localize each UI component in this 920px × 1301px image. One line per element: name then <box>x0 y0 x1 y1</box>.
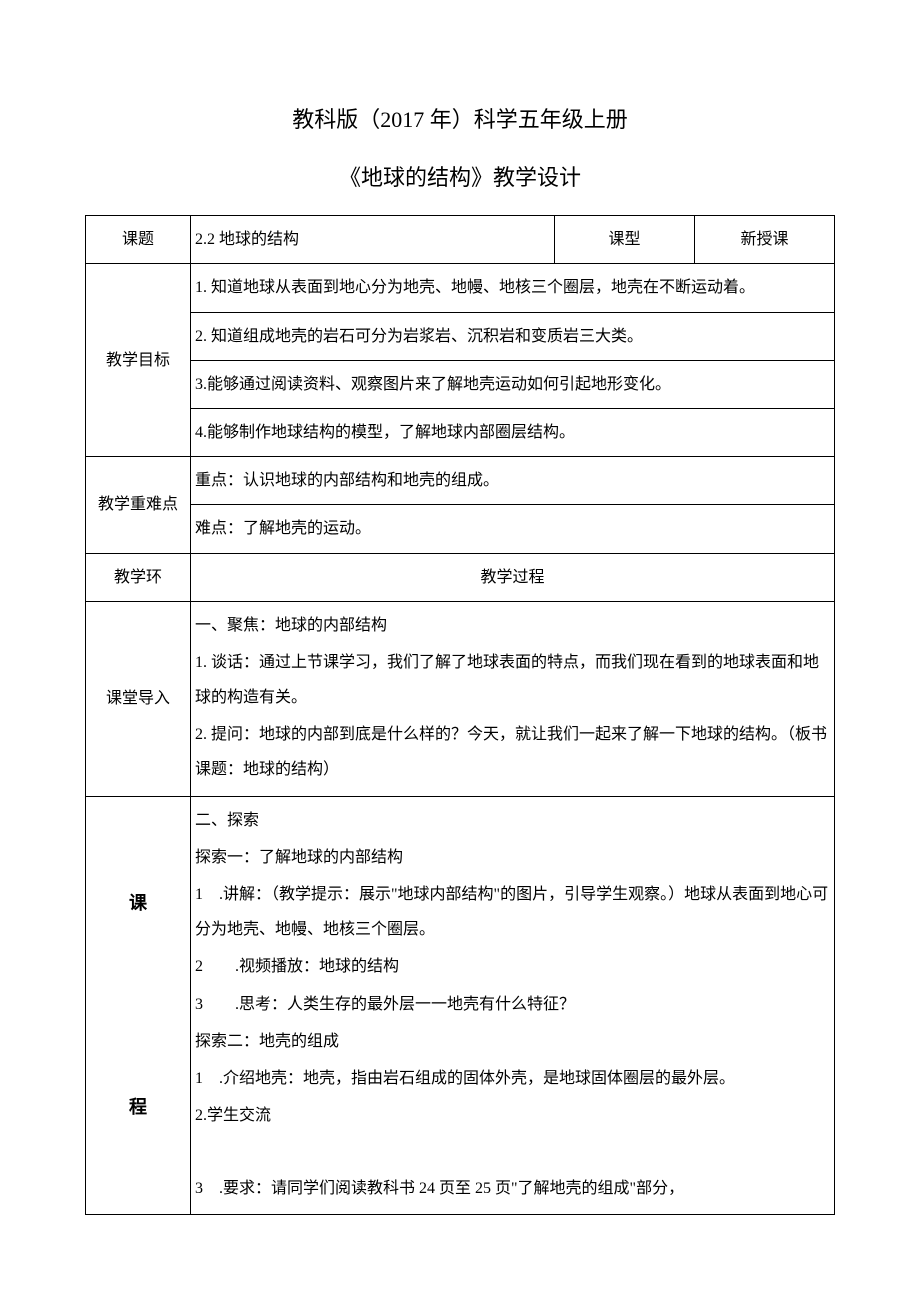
document-title-sub: 《地球的结构》教学设计 <box>85 158 835 198</box>
table-row: 课题 2.2 地球的结构 课型 新授课 <box>86 216 835 264</box>
keypoint-important: 重点：认识地球的内部结构和地壳的组成。 <box>191 457 835 505</box>
explore-item: 1 .讲解：（教学提示：展示"地球内部结构"的图片，引导学生观察。）地球从表面到… <box>195 877 830 947</box>
objective-item: 3.能够通过阅读资料、观察图片来了解地壳运动如何引起地形变化。 <box>191 360 835 408</box>
objective-item: 2. 知道组成地壳的岩石可分为岩浆岩、沉积岩和变质岩三大类。 <box>191 312 835 360</box>
table-row: 教学环 教学过程 <box>86 553 835 601</box>
explore-item: 3 .要求：请同学们阅读教科书 24 页至 25 页"了解地壳的组成"部分， <box>195 1171 830 1206</box>
table-row: 3.能够通过阅读资料、观察图片来了解地壳运动如何引起地形变化。 <box>86 360 835 408</box>
segment-label: 教学环 <box>86 553 191 601</box>
explore-content: 二、探索 探索一：了解地球的内部结构 1 .讲解：（教学提示：展示"地球内部结构… <box>191 796 835 1214</box>
course-type-label: 课型 <box>555 216 695 264</box>
objective-item: 1. 知道地球从表面到地心分为地壳、地幔、地核三个圈层，地壳在不断运动着。 <box>191 264 835 312</box>
lesson-plan-table: 课题 2.2 地球的结构 课型 新授课 教学目标 1. 知道地球从表面到地心分为… <box>85 215 835 1215</box>
table-row: 教学重难点 重点：认识地球的内部结构和地壳的组成。 <box>86 457 835 505</box>
explore-item: 2.学生交流 <box>195 1098 830 1133</box>
topic-value: 2.2 地球的结构 <box>191 216 555 264</box>
objectives-label: 教学目标 <box>86 264 191 457</box>
table-row: 2. 知道组成地壳的岩石可分为岩浆岩、沉积岩和变质岩三大类。 <box>86 312 835 360</box>
lesson-label-cheng: 程 <box>90 1076 186 1139</box>
explore-item: 1 .介绍地壳：地壳，指由岩石组成的固体外壳，是地球固体圈层的最外层。 <box>195 1061 830 1096</box>
objective-item: 4.能够制作地球结构的模型，了解地球内部圈层结构。 <box>191 408 835 456</box>
course-type-value: 新授课 <box>695 216 835 264</box>
keypoint-difficult: 难点：了解地壳的运动。 <box>191 505 835 553</box>
table-row: 4.能够制作地球结构的模型，了解地球内部圈层结构。 <box>86 408 835 456</box>
topic-label: 课题 <box>86 216 191 264</box>
explore-heading: 二、探索 <box>195 803 830 838</box>
document-title-main: 教科版（2017 年）科学五年级上册 <box>85 100 835 140</box>
explore-item: 2 .视频播放：地球的结构 <box>195 949 830 984</box>
explore-item: 3 .思考：人类生存的最外层一一地壳有什么特征？ <box>195 987 830 1022</box>
table-row: 难点：了解地壳的运动。 <box>86 505 835 553</box>
intro-line: 2. 提问：地球的内部到底是什么样的？今天，就让我们一起来了解一下地球的结构。（… <box>195 717 830 787</box>
intro-content: 一、聚焦：地球的内部结构 1. 谈话：通过上节课学习，我们了解了地球表面的特点，… <box>191 601 835 796</box>
lesson-label: 课 程 <box>86 796 191 1214</box>
explore-sub-heading: 探索二：地壳的组成 <box>195 1024 830 1059</box>
table-row: 课堂导入 一、聚焦：地球的内部结构 1. 谈话：通过上节课学习，我们了解了地球表… <box>86 601 835 796</box>
intro-label: 课堂导入 <box>86 601 191 796</box>
keypoints-label: 教学重难点 <box>86 457 191 553</box>
intro-line: 1. 谈话：通过上节课学习，我们了解了地球表面的特点，而我们现在看到的地球表面和… <box>195 645 830 715</box>
process-header: 教学过程 <box>191 553 835 601</box>
table-row: 教学目标 1. 知道地球从表面到地心分为地壳、地幔、地核三个圈层，地壳在不断运动… <box>86 264 835 312</box>
explore-sub-heading: 探索一：了解地球的内部结构 <box>195 840 830 875</box>
intro-heading: 一、聚焦：地球的内部结构 <box>195 608 830 643</box>
lesson-label-ke: 课 <box>90 872 186 935</box>
table-row: 课 程 二、探索 探索一：了解地球的内部结构 1 .讲解：（教学提示：展示"地球… <box>86 796 835 1214</box>
